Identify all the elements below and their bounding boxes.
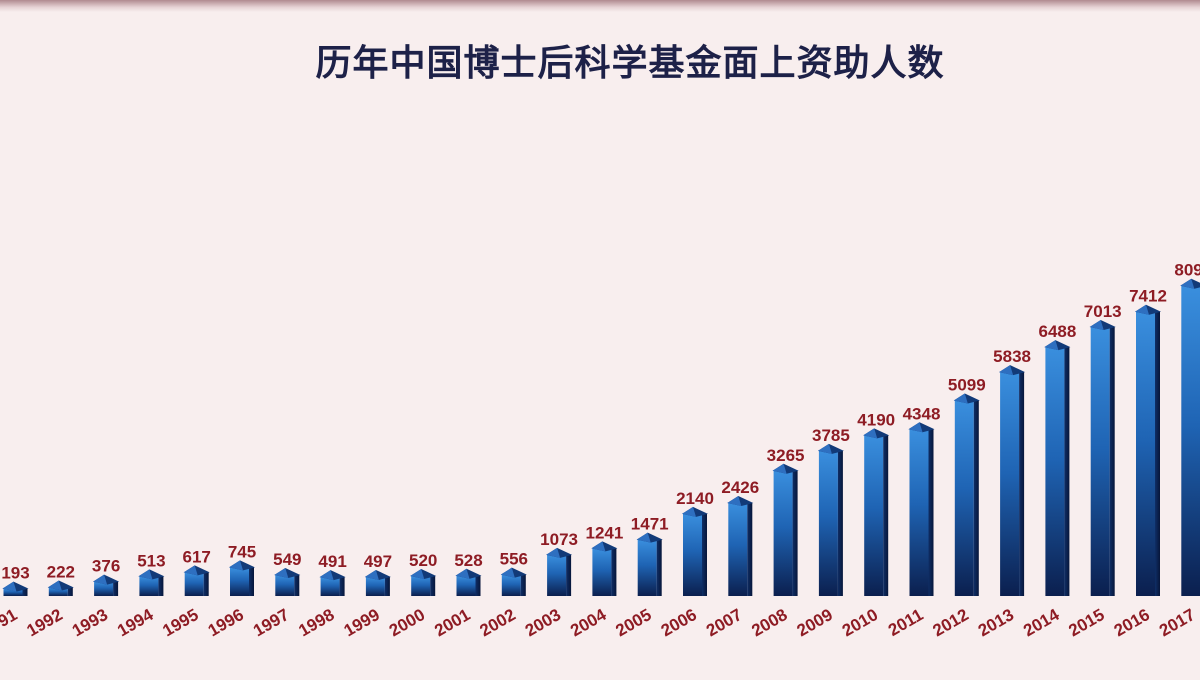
value-label-2013: 5838 <box>993 347 1031 366</box>
value-label-1994: 513 <box>137 551 165 570</box>
x-tick-2001: 2001 <box>431 605 473 640</box>
value-label-1997: 549 <box>273 550 301 569</box>
x-tick-2007: 2007 <box>703 605 745 640</box>
bar-1993 <box>93 574 120 596</box>
value-label-2010: 4190 <box>857 410 895 429</box>
value-label-2005: 1471 <box>631 515 669 534</box>
x-tick-2014: 2014 <box>1020 605 1063 641</box>
bar-1999 <box>364 569 391 596</box>
x-tick-2015: 2015 <box>1065 605 1107 640</box>
x-tick-2008: 2008 <box>748 605 790 640</box>
bar-2001 <box>455 568 482 596</box>
x-tick-2002: 2002 <box>477 605 519 640</box>
x-tick-labels-group: 1991 1992 1993 1994 1995 1996 1997 1998 1999 2000… <box>0 605 1198 641</box>
x-tick-1994: 1994 <box>114 605 157 641</box>
bar-1995 <box>183 565 210 596</box>
x-tick-2003: 2003 <box>522 605 564 640</box>
value-label-2004: 1241 <box>585 523 623 542</box>
bar-2006 <box>682 506 708 596</box>
bar-2016 <box>1135 304 1161 596</box>
x-tick-2010: 2010 <box>839 605 881 640</box>
bar-2004 <box>591 541 618 596</box>
value-label-2009: 3785 <box>812 426 850 445</box>
bar-2012 <box>953 393 980 596</box>
x-tick-1995: 1995 <box>159 605 201 640</box>
bar-2014 <box>1044 340 1071 596</box>
x-tick-1992: 1992 <box>24 605 66 640</box>
value-label-1998: 491 <box>318 552 346 571</box>
value-label-2015: 7013 <box>1084 302 1122 321</box>
bars-group <box>2 278 1200 596</box>
value-label-2000: 520 <box>409 551 437 570</box>
value-label-2003: 1073 <box>540 530 578 549</box>
chart-title: 历年中国博士后科学基金面上资助人数 <box>315 43 945 84</box>
value-label-1999: 497 <box>364 552 392 571</box>
bar-2010 <box>863 428 890 596</box>
x-tick-2004: 2004 <box>567 605 610 641</box>
x-tick-1999: 1999 <box>341 605 383 640</box>
value-label-1996: 745 <box>228 542 256 561</box>
bar-1998 <box>319 570 346 596</box>
x-tick-1993: 1993 <box>69 605 111 640</box>
x-tick-2005: 2005 <box>612 605 654 640</box>
value-label-2008: 3265 <box>767 446 805 465</box>
x-tick-2017: 2017 <box>1156 605 1198 640</box>
value-label-2011: 4348 <box>903 404 941 423</box>
x-tick-1997: 1997 <box>250 605 292 640</box>
value-label-1993: 376 <box>92 557 120 576</box>
bar-2011 <box>908 422 935 596</box>
bar-1994 <box>138 569 165 596</box>
value-label-1995: 617 <box>183 547 211 566</box>
value-label-2014: 6488 <box>1038 322 1076 341</box>
top-band <box>0 0 1200 12</box>
bar-2000 <box>410 569 437 596</box>
bar-1996 <box>229 560 255 596</box>
x-tick-1996: 1996 <box>205 605 247 640</box>
value-label-2017: 8090 <box>1174 261 1200 280</box>
x-tick-2009: 2009 <box>794 605 836 640</box>
value-label-2012: 5099 <box>948 375 986 394</box>
value-label-1991: 193 <box>1 564 29 583</box>
value-label-2001: 528 <box>454 551 482 570</box>
x-tick-2016: 2016 <box>1111 605 1153 640</box>
bar-2017 <box>1180 278 1200 596</box>
bar-2009 <box>817 443 844 596</box>
x-tick-1991: 1991 <box>0 605 21 640</box>
x-tick-2006: 2006 <box>658 605 700 640</box>
value-label-2002: 556 <box>500 550 528 569</box>
value-label-2006: 2140 <box>676 489 714 508</box>
x-tick-2000: 2000 <box>386 605 428 640</box>
bar-1991 <box>2 581 29 596</box>
bar-2015 <box>1089 320 1116 596</box>
bar-2008 <box>772 463 799 596</box>
x-tick-1998: 1998 <box>295 605 337 640</box>
bar-1997 <box>274 567 301 596</box>
bar-2013 <box>999 365 1026 596</box>
bar-1992 <box>47 580 74 596</box>
bar-2005 <box>636 532 663 596</box>
x-tick-2013: 2013 <box>975 605 1017 640</box>
value-label-2016: 7412 <box>1129 287 1167 306</box>
x-tick-2012: 2012 <box>930 605 972 640</box>
bar-2003 <box>546 547 573 596</box>
x-tick-2011: 2011 <box>885 605 926 640</box>
bar-2002 <box>500 567 527 596</box>
value-label-1992: 222 <box>47 562 75 581</box>
bar-2007 <box>727 495 754 596</box>
value-labels-group: 193 222 376 513 617 745 549 491 497 520 528 556 1073… <box>1 261 1200 583</box>
value-label-2007: 2426 <box>721 478 759 497</box>
